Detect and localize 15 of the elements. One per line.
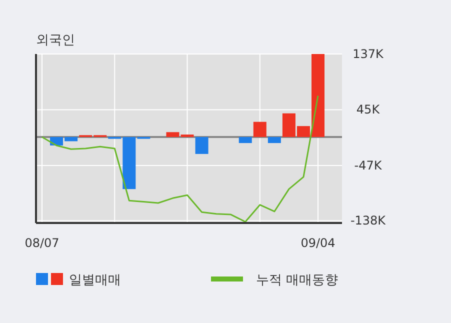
y-tick-label: -47K (354, 158, 383, 172)
bar (253, 122, 266, 137)
legend-label: 일별매매 (69, 273, 121, 288)
bar (195, 136, 208, 154)
x-tick-label: 08/07 (24, 236, 60, 250)
bar (166, 132, 180, 137)
line-series (41, 95, 319, 223)
y-tick-label: 137K (352, 47, 385, 61)
bar (268, 136, 281, 144)
y-tick-label: -138K (350, 214, 387, 228)
chart-title: 외국인 (36, 33, 75, 48)
legend-label: 누적 매매동향 (256, 273, 338, 288)
y-tick-label: 45K (356, 102, 381, 117)
bar (238, 136, 252, 144)
x-tick-label: 09/04 (300, 236, 336, 250)
